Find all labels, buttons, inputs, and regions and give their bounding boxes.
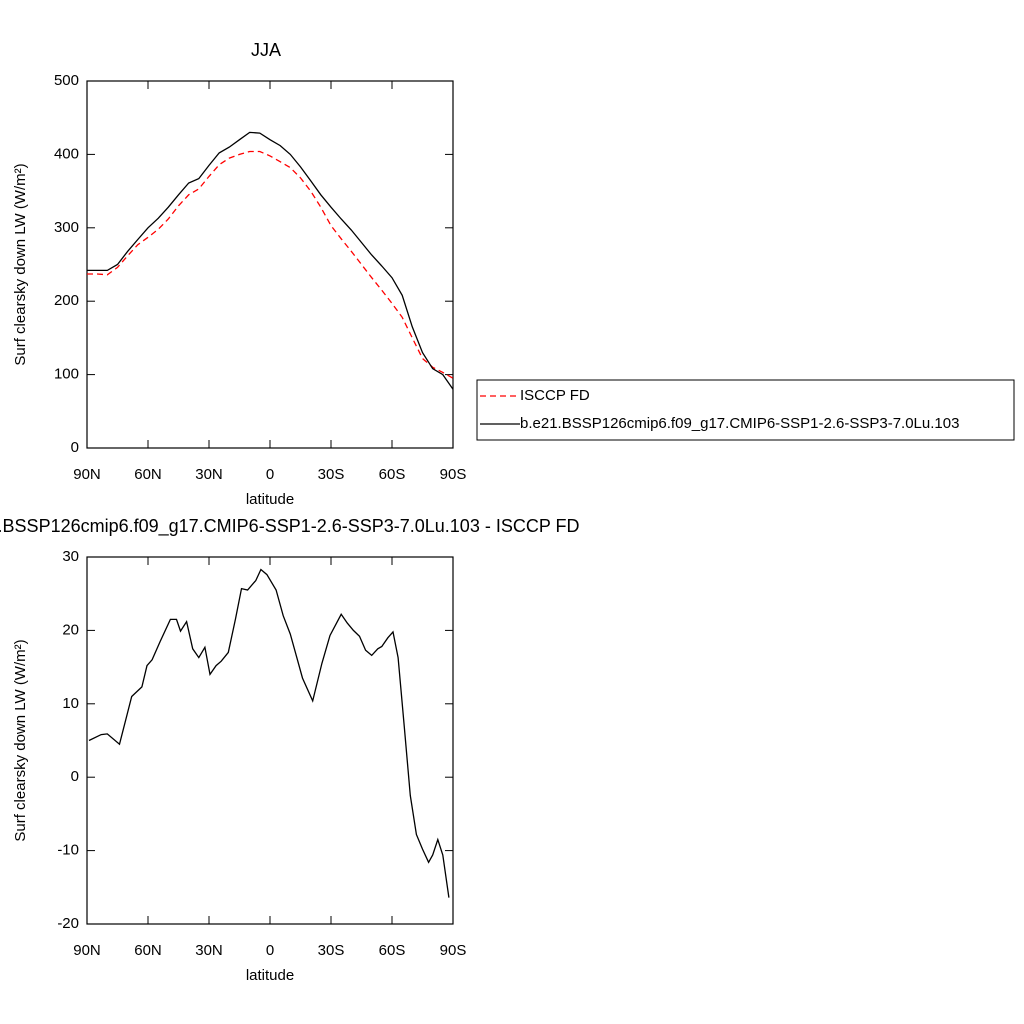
legend-label: b.e21.BSSP126cmip6.f09_g17.CMIP6-SSP1-2.…	[520, 415, 959, 432]
y-tick-label: 0	[71, 768, 79, 785]
legend-label: ISCCP FD	[520, 387, 590, 404]
x-tick-label: 90N	[73, 942, 101, 959]
y-tick-label: 100	[54, 366, 79, 383]
y-tick-label: 400	[54, 145, 79, 162]
plot-frame	[86, 556, 454, 925]
y-tick-label: 200	[54, 292, 79, 309]
y-tick-label: -20	[57, 915, 79, 932]
y-tick-label: 300	[54, 219, 79, 236]
x-tick-label: 90S	[440, 942, 467, 959]
x-tick-label: 0	[266, 942, 274, 959]
legend-box	[476, 379, 1015, 441]
x-tick-label: 60S	[379, 466, 406, 483]
data-line	[88, 568, 450, 898]
y-axis-label: Surf clearsky down LW (W/m²)	[12, 163, 29, 365]
y-axis-label: Surf clearsky down LW (W/m²)	[12, 639, 29, 841]
y-tick-label: 10	[62, 695, 79, 712]
x-tick-label: 30N	[195, 466, 223, 483]
y-tick-label: 20	[62, 621, 79, 638]
y-tick-label: 0	[71, 439, 79, 456]
y-tick-label: 500	[54, 72, 79, 89]
x-tick-label: 90S	[440, 466, 467, 483]
x-tick-label: 90N	[73, 466, 101, 483]
x-tick-label: 60N	[134, 466, 162, 483]
y-tick-label: -10	[57, 842, 79, 859]
x-tick-label: 0	[266, 466, 274, 483]
data-line	[87, 150, 454, 379]
chart-title: JJA	[251, 40, 281, 60]
x-tick-label: 30S	[318, 942, 345, 959]
x-tick-label: 30S	[318, 466, 345, 483]
x-tick-label: 60S	[379, 942, 406, 959]
x-axis-label: latitude	[246, 491, 294, 508]
y-tick-label: 30	[62, 548, 79, 565]
x-tick-label: 30N	[195, 942, 223, 959]
x-tick-label: 60N	[134, 942, 162, 959]
data-line	[87, 131, 454, 390]
plot-frame	[86, 80, 454, 449]
chart-title: b.e21.BSSP126cmip6.f09_g17.CMIP6-SSP1-2.…	[0, 516, 580, 537]
x-axis-label: latitude	[246, 967, 294, 984]
